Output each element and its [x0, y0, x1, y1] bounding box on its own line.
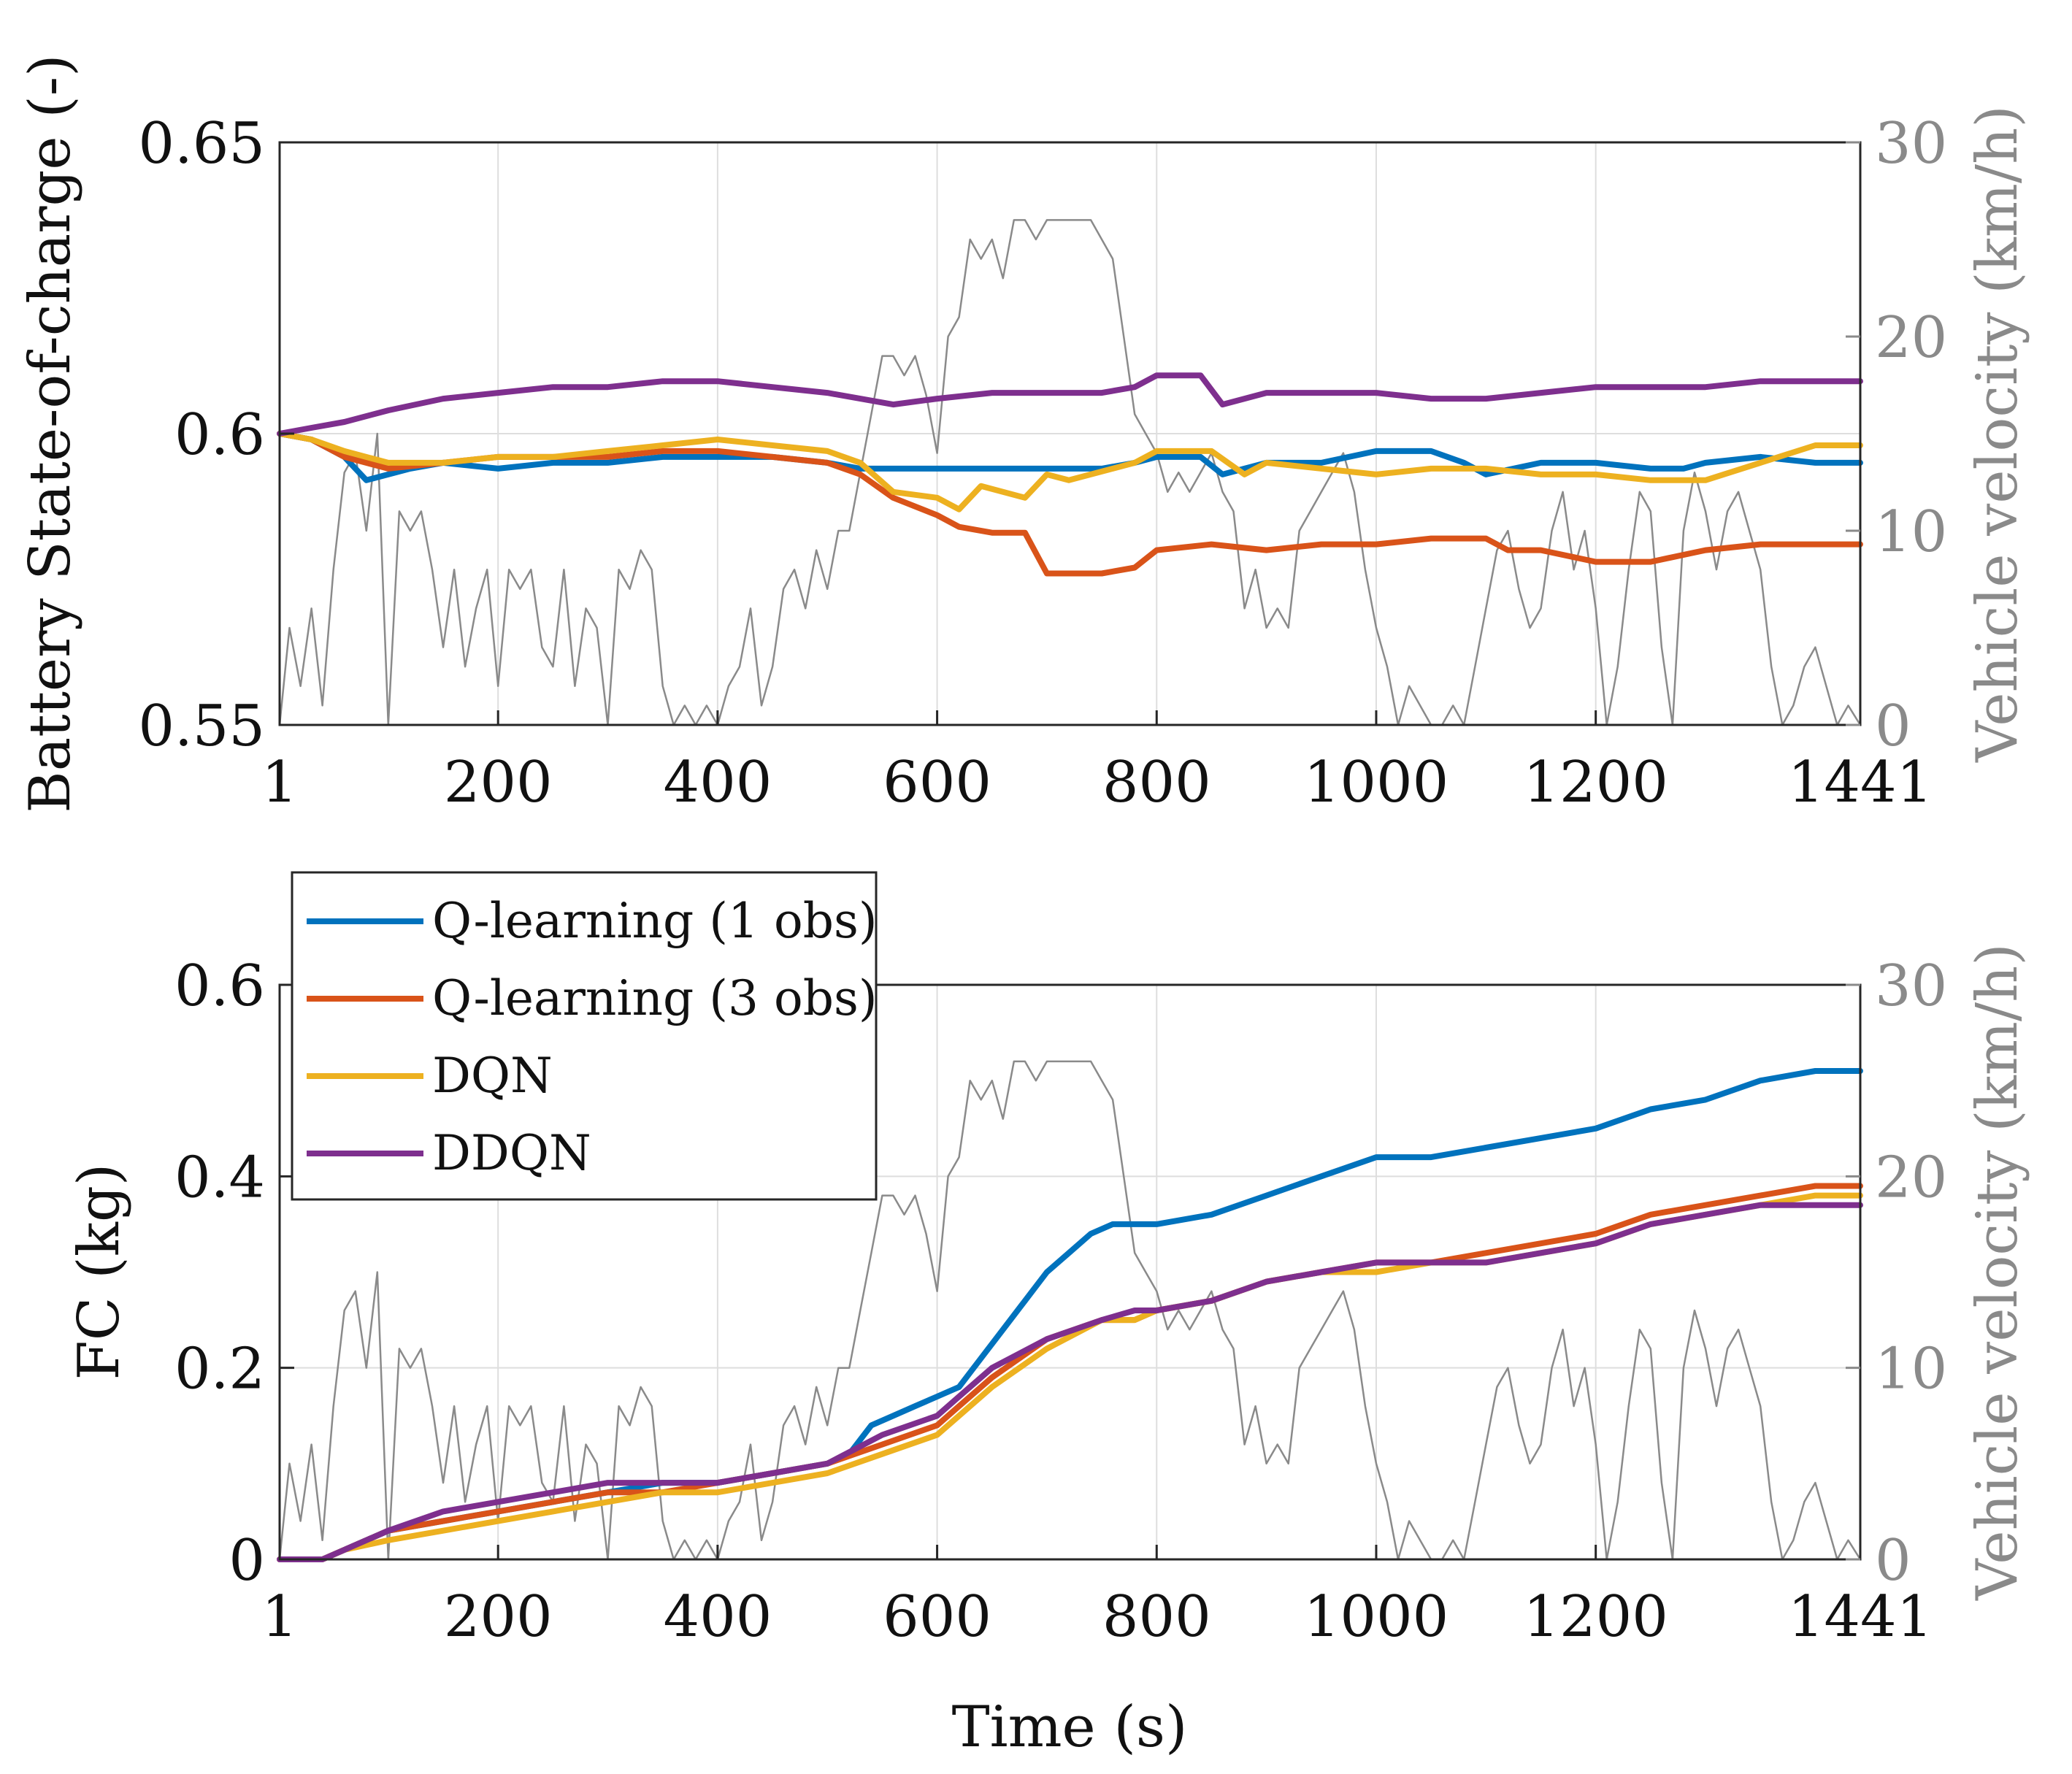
x-tick-label: 1000	[1304, 750, 1449, 815]
top-ticks: 1 200 400 600 800 1000 1200 14410.550.60.650102…	[138, 111, 1947, 815]
top-ylabel-right: Vehicle velocity (km/h)	[1965, 105, 2030, 763]
top-panel: 1 200 400 600 800 1000 1200 14410.550.60.650102…	[18, 54, 2030, 815]
top-series	[277, 372, 1863, 577]
y-tick-label: 0	[229, 1528, 265, 1594]
legend-label-q3: Q-learning (3 obs)	[432, 970, 878, 1026]
x-tick-label: 800	[1102, 1584, 1211, 1650]
y-right-tick-label: 20	[1875, 1145, 1947, 1210]
x-tick-label: 1000	[1304, 1584, 1449, 1650]
x-tick-label: 600	[883, 1584, 991, 1650]
bottom-xlabel: Time (s)	[952, 1694, 1188, 1760]
bottom-axes-box	[278, 983, 1862, 1561]
series-line-dqn	[277, 431, 1863, 512]
x-tick-label: 400	[663, 750, 772, 815]
y-right-tick-label: 0	[1875, 1528, 1911, 1594]
y-tick-label: 0.65	[138, 111, 265, 177]
y-tick-label: 0.6	[174, 402, 265, 468]
bottom-ticks: 1 200 400 600 800 1000 1200 144100.20.40.601020…	[174, 953, 1947, 1650]
y-tick-label: 0.55	[138, 694, 265, 759]
top-ylabel: Battery State-of-charge (-)	[18, 54, 83, 813]
x-tick-label: 1441	[1788, 1584, 1933, 1650]
legend-box	[291, 871, 878, 1201]
velocity-line	[278, 219, 1862, 726]
bottom-ylabel-right: Vehicle velocity (km/h)	[1965, 943, 2030, 1601]
y-right-tick-label: 20	[1875, 305, 1947, 371]
x-tick-label: 1	[261, 1584, 298, 1650]
bottom-series	[277, 1068, 1863, 1562]
legend-label-q1: Q-learning (1 obs)	[432, 893, 878, 949]
series-line-ddqn	[277, 1202, 1863, 1562]
velocity-line	[278, 1060, 1862, 1561]
x-tick-label: 800	[1102, 750, 1211, 815]
legend-label-dqn: DQN	[432, 1048, 553, 1104]
x-tick-label: 1200	[1523, 1584, 1668, 1650]
x-tick-label: 1	[261, 750, 298, 815]
x-tick-label: 200	[444, 1584, 553, 1650]
x-tick-label: 400	[663, 1584, 772, 1650]
bottom-velocity-line	[278, 1060, 1862, 1561]
y-right-tick-label: 30	[1875, 953, 1947, 1019]
y-tick-label: 0.4	[174, 1145, 265, 1210]
x-tick-label: 1200	[1523, 750, 1668, 815]
x-tick-label: 600	[883, 750, 991, 815]
legend-label-ddqn: DDQN	[432, 1125, 591, 1181]
top-velocity-line	[278, 219, 1862, 726]
y-right-tick-label: 30	[1875, 111, 1947, 177]
series-line-ddqn	[277, 372, 1863, 437]
x-tick-label: 1441	[1788, 750, 1933, 815]
bottom-ylabel: FC (kg)	[66, 1164, 132, 1381]
y-right-tick-label: 0	[1875, 694, 1911, 759]
y-tick-label: 0.2	[174, 1337, 265, 1402]
legend: Q-learning (1 obs) Q-learning (3 obs) DQ…	[291, 871, 878, 1201]
y-tick-label: 0.6	[174, 953, 265, 1019]
x-tick-label: 200	[444, 750, 553, 815]
y-right-tick-label: 10	[1875, 1337, 1947, 1402]
y-right-tick-label: 10	[1875, 499, 1947, 565]
bottom-panel: 1 200 400 600 800 1000 1200 144100.20.40.601020…	[66, 871, 2030, 1760]
